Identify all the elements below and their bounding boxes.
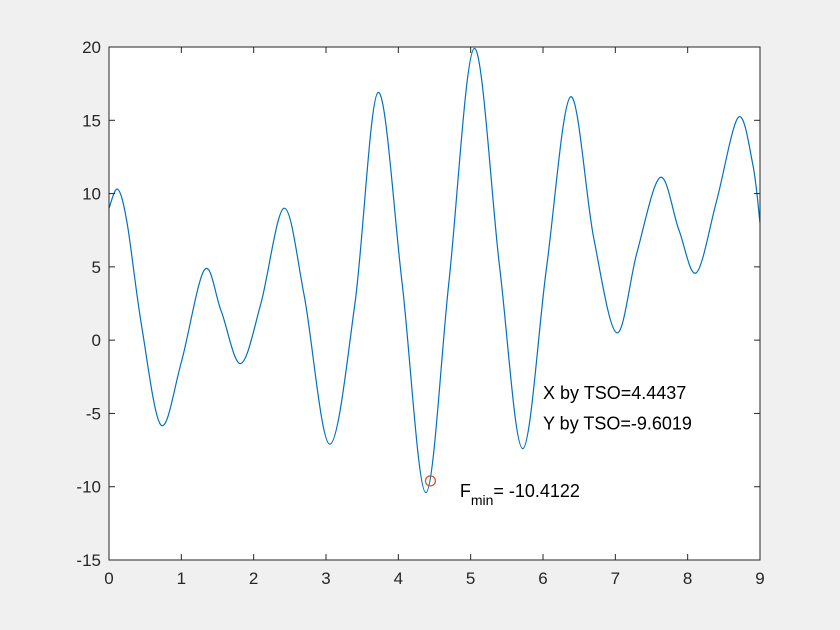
fmin-value: = -10.4122	[493, 481, 580, 501]
x-tick-label: 5	[466, 569, 475, 588]
y-tick-label: -10	[76, 478, 101, 497]
x-tick-label: 8	[683, 569, 692, 588]
y-tick-label: 20	[82, 38, 101, 57]
x-tick-label: 3	[321, 569, 330, 588]
x-tick-label: 6	[538, 569, 547, 588]
plot-layer	[108, 47, 761, 494]
y-tick-label: -15	[76, 551, 101, 570]
x-tick-label: 9	[755, 569, 764, 588]
y-tick-label: 15	[82, 111, 101, 130]
x-tick-label: 4	[394, 569, 403, 588]
fmin-subscript: min	[471, 492, 494, 508]
y-tick-label: 10	[82, 185, 101, 204]
x-tick-label: 0	[104, 569, 113, 588]
fmin-annotation: Fmin= -10.4122	[460, 481, 580, 508]
fmin-base: F	[460, 481, 471, 501]
plot-area	[109, 47, 760, 560]
x-tick-label: 7	[611, 569, 620, 588]
x-tick-label: 2	[249, 569, 258, 588]
y-tick-label: 5	[92, 258, 101, 277]
x-tick-label: 1	[177, 569, 186, 588]
series-line-0	[108, 47, 761, 494]
axes-box	[108, 46, 761, 561]
tso-annotation: Y by TSO=-9.6019	[543, 414, 692, 434]
tso-annotation: X by TSO=4.4437	[543, 383, 686, 403]
min-marker	[424, 475, 437, 487]
annotation-layer: X by TSO=4.4437 Y by TSO=-9.6019 Fmin= -10…	[460, 383, 692, 508]
y-tick-label: -5	[86, 404, 101, 423]
y-tick-label: 0	[92, 331, 101, 350]
axes-layer: 0 1 2 3 4 5 6 7 8 9 -15 -10 -5 0 5 10 15 20	[76, 38, 764, 588]
